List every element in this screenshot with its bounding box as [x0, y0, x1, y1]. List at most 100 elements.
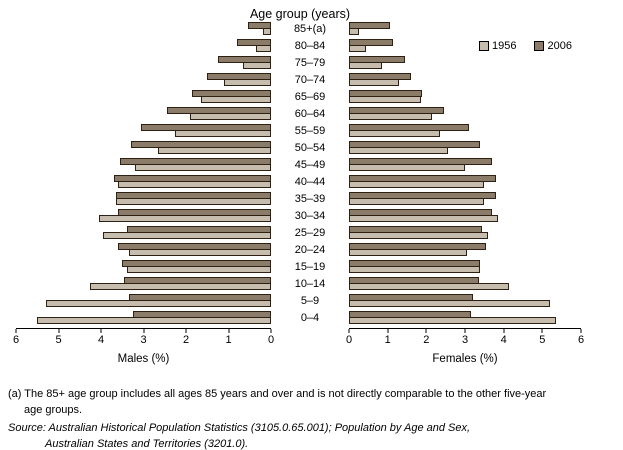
- source-line-1: Source: Australian Historical Population…: [8, 422, 471, 434]
- axis-tick: [15, 329, 17, 333]
- bar-male-1956: [115, 198, 271, 205]
- female-axis-label: Females (%): [432, 353, 498, 365]
- bar-male-1956: [190, 113, 271, 120]
- pyramid-row-male: [16, 260, 271, 277]
- axis-tick: [185, 329, 187, 333]
- pyramid-row-male: [16, 158, 271, 175]
- pyramid-row-male: [16, 175, 271, 192]
- age-group-label: 25–29: [294, 227, 326, 239]
- age-group-label: 75–79: [294, 57, 326, 69]
- pyramid-row-female: [349, 226, 581, 243]
- bar-female-1956: [349, 232, 489, 239]
- bar-female-1956: [349, 130, 440, 137]
- pyramid-row-male: [16, 107, 271, 124]
- bar-female-1956: [349, 300, 551, 307]
- age-group-label: 60–64: [294, 108, 326, 120]
- male-axis-label: Males (%): [117, 353, 170, 365]
- legend-item-1956: 1956: [479, 40, 516, 52]
- axis-tick: [541, 329, 543, 333]
- bar-male-1956: [175, 130, 271, 137]
- pyramid-row-female: [349, 56, 581, 73]
- chart-title: Age group (years): [249, 7, 351, 21]
- pyramid-row-male: [16, 294, 271, 311]
- age-group-label: 40–44: [294, 176, 326, 188]
- bar-male-1956: [37, 317, 271, 324]
- pyramid-row-male: [16, 243, 271, 260]
- axis-tick: [143, 329, 144, 333]
- pyramid-row-male: [16, 39, 271, 56]
- axis-tick: [580, 329, 582, 333]
- pyramid-row-female: [349, 141, 581, 158]
- pyramid-row-female: [349, 158, 581, 175]
- pyramid-row-female: [349, 192, 581, 209]
- axis-tick: [58, 329, 59, 333]
- age-group-label: 65–69: [294, 91, 326, 103]
- axis-tick-label: 3: [461, 334, 469, 346]
- bar-female-1956: [349, 164, 465, 171]
- footnote-line-2: age groups.: [24, 404, 83, 416]
- pyramid-row-male: [16, 22, 271, 39]
- axis-tick: [387, 329, 389, 333]
- source-line-2: Australian States and Territories (3201.…: [45, 438, 249, 450]
- pyramid-row-male: [16, 141, 271, 158]
- male-bar-area: [16, 22, 271, 328]
- bar-female-1956: [349, 96, 421, 103]
- age-group-label: 45–49: [294, 159, 326, 171]
- axis-tick: [348, 329, 350, 333]
- axis-tick-label: 3: [140, 334, 147, 346]
- bar-female-2006: [349, 22, 390, 29]
- bar-female-2006: [349, 39, 394, 46]
- pyramid-row-female: [349, 294, 581, 311]
- legend-item-2006: 2006: [534, 40, 572, 52]
- pyramid-row-female: [349, 243, 581, 260]
- female-panel: 0 1 2 3 4 5 6 Females (%): [345, 22, 585, 365]
- pyramid-row-female: [349, 90, 581, 107]
- axis-tick-label: 4: [500, 334, 507, 346]
- axis-tick: [503, 329, 505, 333]
- bar-female-1956: [349, 215, 498, 222]
- bar-female-1956: [349, 198, 485, 205]
- bar-male-1956: [158, 147, 271, 154]
- bar-female-1956: [349, 283, 510, 290]
- axis-tick: [464, 329, 466, 333]
- pyramid-row-female: [349, 260, 581, 277]
- pyramid-row-female: [349, 209, 581, 226]
- bar-female-1956: [349, 147, 448, 154]
- age-group-label: 0–4: [300, 312, 320, 324]
- axis-tick: [228, 329, 229, 333]
- bar-female-1956: [349, 181, 485, 188]
- pyramid-row-female: [349, 277, 581, 294]
- pyramid-row-female: [349, 175, 581, 192]
- axis-tick-label: 2: [182, 334, 190, 346]
- axis-tick-label: 1: [225, 334, 232, 346]
- pyramid-row-female: [349, 22, 581, 39]
- bar-male-1956: [128, 249, 271, 256]
- bar-male-1956: [243, 62, 271, 69]
- female-axis: 0 1 2 3 4 5 6: [345, 328, 585, 347]
- age-group-label: 85+(a): [293, 23, 327, 35]
- axis-tick: [100, 329, 102, 333]
- pyramid-row-male: [16, 56, 271, 73]
- legend-label-2006: 2006: [547, 40, 572, 52]
- male-axis: 6 5 4 3 2 1 0: [13, 328, 274, 347]
- axis-tick-label: 2: [423, 334, 430, 346]
- bar-male-1956: [103, 232, 271, 239]
- bar-female-1956: [349, 28, 359, 35]
- axis-tick-label: 0: [345, 334, 353, 346]
- bar-male-1956: [256, 45, 271, 52]
- bar-male-1956: [135, 164, 271, 171]
- axis-tick-label: 6: [577, 334, 585, 346]
- bar-male-1956: [45, 300, 271, 307]
- bar-male-1956: [224, 79, 271, 86]
- pyramid-row-male: [16, 226, 271, 243]
- age-label-column: 85+(a) 80–84 75–79 70–74 65–69 60–64 55–59 50–5…: [271, 22, 349, 365]
- bar-female-1956: [349, 79, 400, 86]
- pyramid-row-male: [16, 192, 271, 209]
- axis-tick-label: 1: [384, 334, 391, 346]
- bar-male-1956: [118, 181, 271, 188]
- bar-male-1956: [98, 215, 271, 222]
- bar-female-1956: [349, 249, 467, 256]
- footnote: (a) The 85+ age group includes all ages …: [8, 386, 608, 418]
- age-group-label: 35–39: [294, 193, 326, 205]
